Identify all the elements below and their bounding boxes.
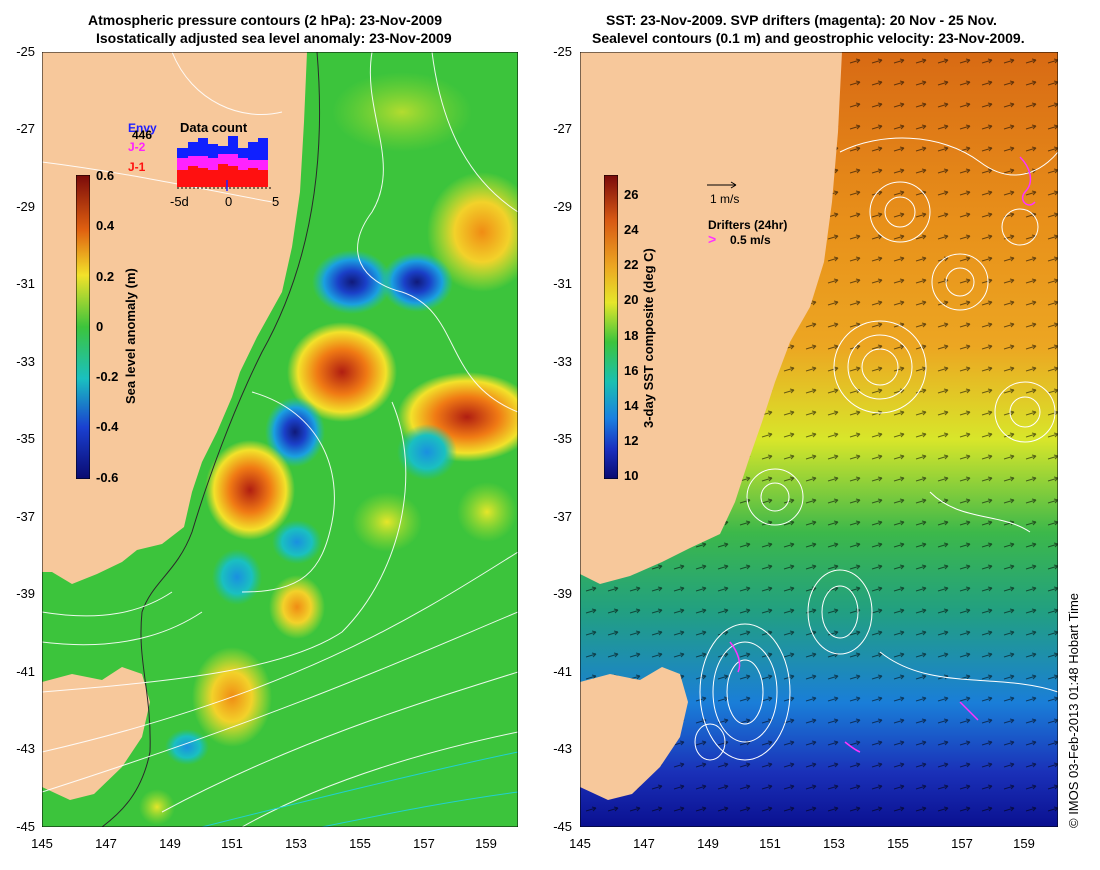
left-cb-tick-2: 0.2 — [96, 269, 115, 284]
right-lon-tick-1: 147 — [633, 836, 655, 851]
left-lon-tick-1: 147 — [95, 836, 117, 851]
inset-count-label: 446 — [132, 128, 153, 142]
right-cb-tick-1: 24 — [624, 222, 639, 237]
inset-legend-j2: J-2 — [128, 140, 146, 154]
right-cb-tick-6: 14 — [624, 398, 639, 413]
left-lat-tick-6: -37 — [16, 509, 35, 524]
inset-title: Data count — [180, 120, 248, 135]
left-lat-tick-10: -45 — [16, 819, 35, 834]
left-tasmania — [42, 667, 150, 800]
right-colorbar — [604, 175, 618, 479]
right-lat-tick-6: -37 — [553, 509, 572, 524]
left-cb-tick-3: 0 — [96, 319, 104, 334]
right-tasmania — [580, 667, 688, 800]
left-cb-tick-1: 0.4 — [96, 218, 115, 233]
right-map-panel — [580, 52, 1058, 827]
right-lon-tick-5: 155 — [887, 836, 909, 851]
left-lat-tick-4: -33 — [16, 354, 35, 369]
left-lon-tick-0: 145 — [31, 836, 53, 851]
right-lon-tick-7: 159 — [1013, 836, 1035, 851]
right-cb-tick-5: 16 — [624, 363, 639, 378]
left-lat-tick-7: -39 — [16, 586, 35, 601]
left-lat-tick-3: -31 — [16, 276, 35, 291]
left-lon-tick-6: 157 — [413, 836, 435, 851]
left-lat-tick-8: -41 — [16, 664, 35, 679]
velocity-key-arrow — [707, 181, 737, 189]
right-cb-tick-7: 12 — [624, 433, 639, 448]
right-lat-tick-0: -25 — [553, 44, 572, 59]
right-title-line1: SST: 23-Nov-2009. SVP drifters (magenta)… — [606, 12, 997, 28]
right-cb-tick-3: 20 — [624, 292, 639, 307]
left-colorbar — [76, 175, 90, 479]
right-lat-tick-10: -45 — [553, 819, 572, 834]
left-lon-tick-3: 151 — [221, 836, 243, 851]
drifters-speed: 0.5 m/s — [730, 233, 771, 247]
right-cb-tick-4: 18 — [624, 328, 639, 343]
right-cb-tick-0: 26 — [624, 187, 639, 202]
drifters-label: Drifters (24hr) — [708, 218, 788, 232]
right-lat-tick-2: -29 — [553, 199, 572, 214]
right-colorbar-label: 3-day SST composite (deg C) — [641, 248, 656, 428]
right-lat-tick-3: -31 — [553, 276, 572, 291]
right-lon-tick-0: 145 — [569, 836, 591, 851]
left-lon-tick-5: 155 — [349, 836, 371, 851]
right-lat-tick-1: -27 — [553, 121, 572, 136]
inset-histogram — [177, 136, 273, 191]
right-lon-tick-3: 151 — [759, 836, 781, 851]
left-cb-tick-4: -0.2 — [96, 369, 119, 384]
left-lon-tick-2: 149 — [159, 836, 181, 851]
right-title-line2: Sealevel contours (0.1 m) and geostrophi… — [592, 30, 1025, 46]
left-colorbar-label: Sea level anomaly (m) — [123, 268, 138, 404]
left-lat-tick-1: -27 — [16, 121, 35, 136]
inset-xtick-1: 0 — [225, 194, 233, 209]
right-lat-tick-9: -43 — [553, 741, 572, 756]
right-cb-tick-8: 10 — [624, 468, 639, 483]
right-mainland — [580, 52, 842, 584]
left-title-line2: Isostatically adjusted sea level anomaly… — [96, 30, 452, 46]
right-lon-tick-2: 149 — [697, 836, 719, 851]
right-lat-tick-8: -41 — [553, 664, 572, 679]
right-cb-tick-2: 22 — [624, 257, 639, 272]
right-lat-tick-4: -33 — [553, 354, 572, 369]
right-lat-tick-7: -39 — [553, 586, 572, 601]
left-lat-tick-0: -25 — [16, 44, 35, 59]
right-lon-tick-4: 153 — [823, 836, 845, 851]
velocity-key-label: 1 m/s — [710, 192, 740, 206]
inset-xtick-0: -5d — [170, 194, 189, 209]
inset-bars-j1 — [177, 164, 268, 187]
left-cb-tick-0: 0.6 — [96, 168, 115, 183]
left-cb-tick-5: -0.4 — [96, 419, 119, 434]
left-lat-tick-9: -43 — [16, 741, 35, 756]
inset-legend-j1: J-1 — [128, 160, 146, 174]
left-lon-tick-7: 159 — [475, 836, 497, 851]
left-lat-tick-2: -29 — [16, 199, 35, 214]
inset-xtick-2: 5 — [272, 194, 280, 209]
right-lon-tick-6: 157 — [951, 836, 973, 851]
left-lat-tick-5: -35 — [16, 431, 35, 446]
drifter-legend-icon: > — [708, 231, 717, 247]
left-title-line1: Atmospheric pressure contours (2 hPa): 2… — [88, 12, 442, 28]
inset-legend-other: Envy — [128, 121, 157, 135]
right-lat-tick-5: -35 — [553, 431, 572, 446]
left-cb-tick-6: -0.6 — [96, 470, 119, 485]
left-lon-tick-4: 153 — [285, 836, 307, 851]
imos-credit: © IMOS 03-Feb-2013 01:48 Hobart Time — [1066, 592, 1081, 828]
